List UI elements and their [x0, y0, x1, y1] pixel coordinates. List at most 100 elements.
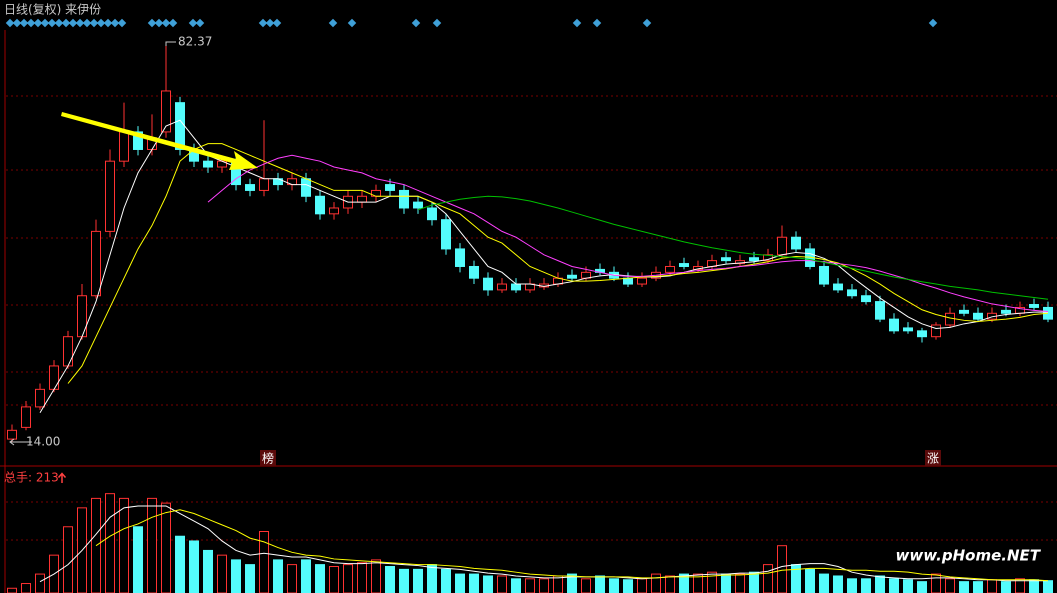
- signal-marker: [33, 18, 43, 28]
- volume-bar: [175, 535, 185, 593]
- candle-body: [413, 201, 423, 209]
- volume-bar: [623, 579, 633, 593]
- volume-bar: [469, 573, 479, 593]
- candle-body: [441, 219, 451, 250]
- volume-bar: [875, 575, 885, 593]
- candle-body: [931, 324, 941, 338]
- candle-body: [497, 283, 507, 291]
- candle-body: [175, 102, 185, 150]
- volume-bar: [329, 566, 339, 593]
- high-label: 82.37: [178, 34, 212, 48]
- volume-title: 总手: 213: [4, 471, 59, 485]
- volume-bar: [413, 568, 423, 593]
- volume-bar: [357, 562, 367, 593]
- candle-body: [959, 309, 969, 314]
- candle-body: [63, 336, 73, 367]
- volume-bar: [133, 526, 143, 593]
- candle-body: [399, 189, 409, 209]
- volume-bar: [35, 573, 45, 593]
- candle-body: [385, 184, 395, 191]
- low-leader: [9, 438, 32, 446]
- volume-bar: [259, 531, 269, 593]
- candle-body: [721, 257, 731, 262]
- volume-bar: [273, 559, 283, 593]
- candle-body: [469, 265, 479, 279]
- volume-bar: [651, 573, 661, 593]
- candle-body: [455, 248, 465, 267]
- candle-body: [833, 283, 843, 291]
- signal-marker: [54, 18, 64, 28]
- volume-bar: [553, 575, 563, 593]
- candle-body: [665, 265, 675, 273]
- candle-body: [819, 265, 829, 285]
- signal-marker: [258, 18, 268, 28]
- volume-bar: [343, 564, 353, 593]
- volume-bar: [777, 545, 787, 593]
- volume-bar: [63, 526, 73, 593]
- candle-body: [245, 184, 255, 191]
- signal-marker: [272, 18, 282, 28]
- ma-line: [95, 509, 1049, 582]
- volume-bar: [665, 575, 675, 593]
- candle-body: [91, 230, 101, 297]
- candle-body: [329, 207, 339, 215]
- event-box: [925, 450, 941, 466]
- volume-bar: [1029, 579, 1039, 593]
- signal-marker: [347, 18, 357, 28]
- candle-body: [105, 160, 115, 232]
- candle-body: [861, 295, 871, 303]
- volume-bar: [245, 564, 255, 593]
- volume-bar: [1043, 580, 1053, 593]
- candle-body: [1001, 309, 1011, 314]
- volume-bar: [833, 575, 843, 593]
- candle-body: [973, 312, 983, 320]
- candle-body: [49, 365, 59, 390]
- volume-bar: [819, 573, 829, 593]
- volume-bar: [805, 568, 815, 593]
- candle-body: [917, 330, 927, 338]
- volume-bar: [539, 578, 549, 593]
- volume-bar: [147, 497, 157, 593]
- volume-bar: [315, 564, 325, 593]
- signal-marker: [40, 18, 50, 28]
- volume-bar: [763, 564, 773, 593]
- volume-bar: [847, 578, 857, 593]
- candle-body: [623, 277, 633, 285]
- high-leader: [165, 41, 176, 46]
- volume-bar: [483, 575, 493, 593]
- candle-body: [875, 301, 885, 320]
- candle-body: [511, 283, 521, 291]
- volume-bar: [385, 566, 395, 593]
- signal-marker: [411, 18, 421, 28]
- ma-line: [67, 143, 1049, 384]
- volume-bar: [371, 559, 381, 593]
- candle-body: [889, 318, 899, 332]
- event-label: 涨: [927, 451, 939, 466]
- candle-body: [203, 160, 213, 168]
- volume-bar: [189, 540, 199, 593]
- volume-bar: [889, 578, 899, 593]
- candle-body: [35, 388, 45, 408]
- event-box: [260, 450, 276, 466]
- candle-body: [427, 207, 437, 221]
- candle-body: [133, 131, 143, 150]
- volume-bar: [973, 581, 983, 593]
- volume-bar: [105, 493, 115, 593]
- volume-bar: [231, 559, 241, 593]
- volume-bar: [987, 579, 997, 593]
- plot-area: 82.37 14.00 榜 涨: [7, 34, 1053, 593]
- signal-marker: [265, 18, 275, 28]
- low-label: 14.00: [26, 435, 60, 449]
- annotation-arrow: [61, 112, 258, 170]
- candle-body: [637, 277, 647, 285]
- candle-body: [259, 178, 269, 191]
- volume-bar: [945, 578, 955, 593]
- volume-bar: [609, 578, 619, 593]
- candle-body: [483, 277, 493, 291]
- volume-bar: [595, 575, 605, 593]
- candle-body: [357, 195, 367, 203]
- volume-bar: [581, 578, 591, 593]
- event-label: 榜: [262, 451, 274, 466]
